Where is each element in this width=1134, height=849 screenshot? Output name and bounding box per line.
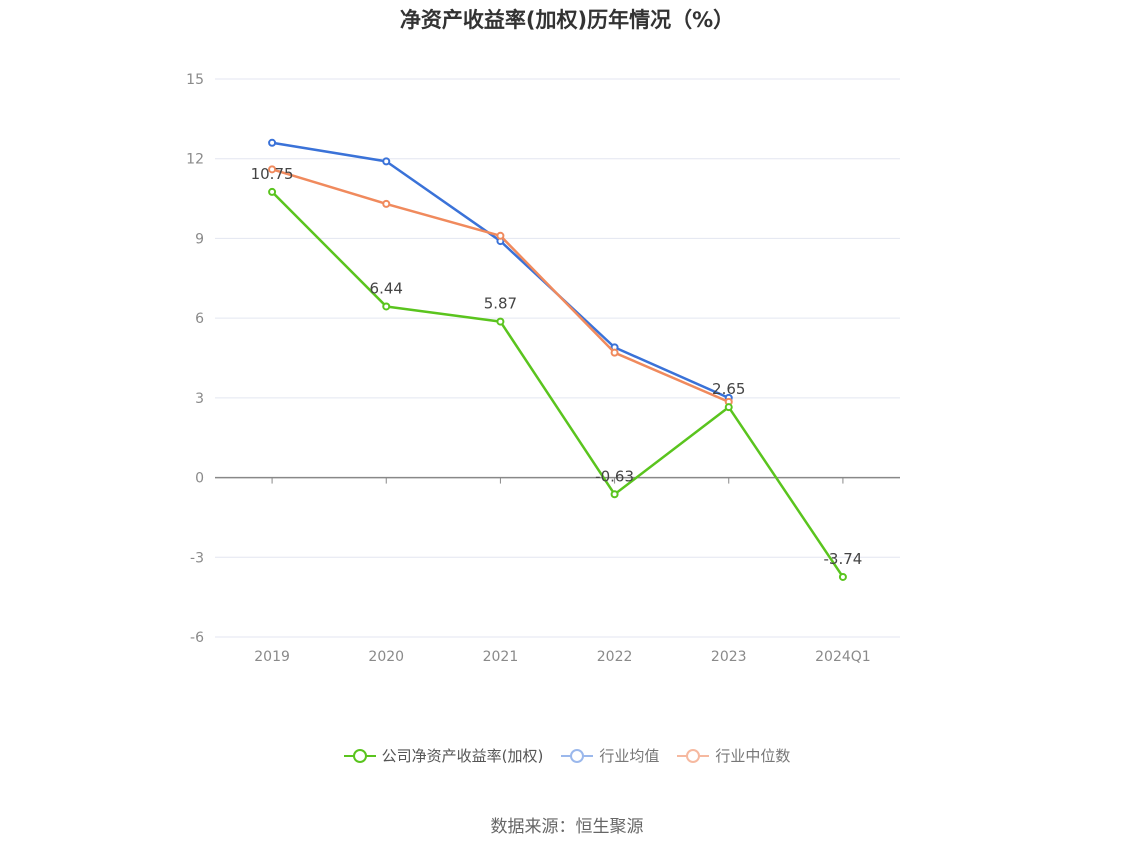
- y-tick-label: 6: [195, 311, 204, 327]
- x-tick-label: 2019: [254, 649, 290, 665]
- x-tick-label: 2023: [711, 649, 747, 665]
- legend-label-company-roe: 公司净资产收益率(加权): [381, 747, 544, 765]
- legend-label-industry-median: 行业中位数: [715, 747, 791, 765]
- data-point-0: [724, 403, 733, 412]
- y-tick-label: -6: [190, 630, 204, 646]
- data-label: -0.63: [595, 467, 634, 485]
- legend-swatch-company-roe: [343, 748, 376, 763]
- y-tick-label: -3: [190, 550, 204, 566]
- series-line-0: [271, 191, 844, 578]
- data-point-0: [610, 490, 619, 499]
- data-label: 6.44: [370, 279, 403, 297]
- data-source-note: 数据来源：恒生聚源: [490, 817, 644, 837]
- legend-swatch-industry-mean: [561, 748, 594, 763]
- series-line-1: [271, 141, 730, 400]
- data-label: 2.65: [712, 380, 745, 398]
- data-label: -3.74: [824, 550, 863, 568]
- y-tick-label: 0: [195, 471, 204, 487]
- data-point-0: [496, 317, 505, 326]
- legend-swatch-industry-median: [677, 748, 710, 763]
- legend-item-industry-median[interactable]: 行业中位数: [677, 745, 790, 766]
- x-tick-label: 2020: [368, 649, 404, 665]
- x-tick-label: 2024Q1: [815, 649, 871, 665]
- data-label: 10.75: [251, 165, 294, 183]
- data-point-2: [610, 348, 619, 357]
- data-point-2: [382, 199, 391, 208]
- y-tick-label: 12: [186, 152, 204, 168]
- data-point-0: [838, 572, 847, 581]
- data-point-1: [382, 157, 391, 166]
- data-point-2: [268, 165, 277, 174]
- data-point-0: [268, 187, 277, 196]
- y-tick-label: 9: [195, 231, 204, 247]
- data-label: 5.87: [484, 295, 517, 313]
- data-point-0: [382, 302, 391, 311]
- x-tick-label: 2021: [483, 649, 519, 665]
- data-point-1: [268, 138, 277, 147]
- x-tick-label: 2022: [597, 649, 633, 665]
- y-tick-label: 3: [195, 391, 204, 407]
- chart-title: 净资产收益率(加权)历年情况（%）: [399, 8, 735, 32]
- legend-item-company-roe[interactable]: 公司净资产收益率(加权): [343, 745, 544, 766]
- legend-label-industry-mean: 行业均值: [599, 747, 660, 765]
- y-tick-label: 15: [186, 72, 204, 88]
- legend-item-industry-mean[interactable]: 行业均值: [561, 745, 659, 766]
- data-point-2: [496, 231, 505, 240]
- chart-legend: 公司净资产收益率(加权) 行业均值 行业中位数: [0, 745, 1134, 766]
